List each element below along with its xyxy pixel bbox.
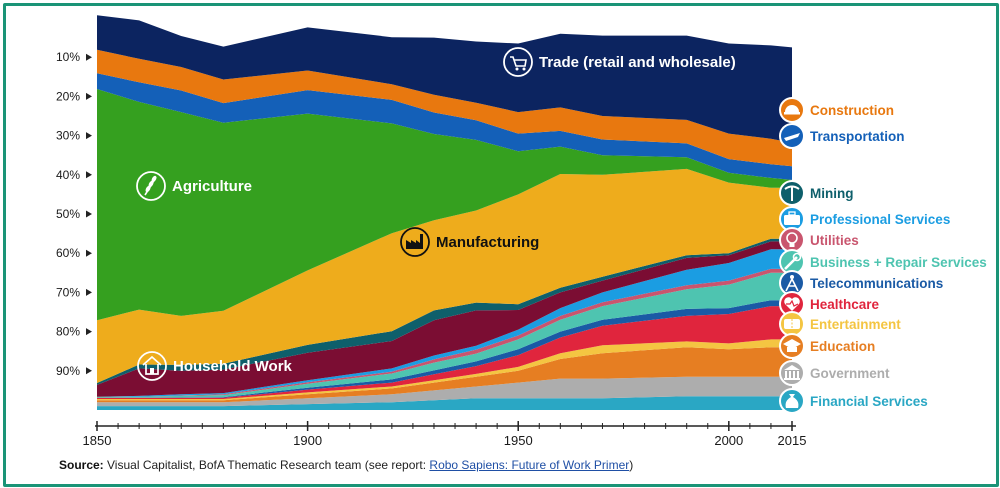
y-tick-arrow (86, 210, 92, 218)
money-bag-icon (779, 388, 805, 414)
legend-item-mining: Mining (779, 180, 854, 206)
y-tick-label-10: 10% (56, 50, 80, 64)
legend-label-telecommunications: Telecommunications (810, 276, 943, 291)
factory-icon (400, 227, 430, 257)
x-tick-label-1900: 1900 (293, 433, 322, 448)
legend-label-business-repair-services: Business + Repair Services (810, 255, 987, 270)
label-manufacturing: Manufacturing (400, 227, 539, 257)
legend-label-healthcare: Healthcare (810, 297, 880, 312)
y-tick-label-50: 50% (56, 207, 80, 221)
y-tick-label-90: 90% (56, 364, 80, 378)
legend-label-entertainment: Entertainment (810, 317, 901, 332)
area-mining (97, 238, 792, 385)
legend-label-transportation: Transportation (810, 129, 905, 144)
label-trade-text: Trade (retail and wholesale) (539, 54, 736, 71)
cart-icon (503, 47, 533, 77)
stacked-area-chart: 1850 1900 1950 2000 2015 10% 20% 30% 40% 50% 60% 70… (56, 15, 987, 448)
area-trade-retail-and-wholesale (97, 15, 792, 143)
area-healthcare (97, 306, 792, 399)
y-tick-arrow (86, 53, 92, 61)
y-tick-arrow (86, 288, 92, 296)
area-manufacturing (97, 168, 792, 383)
label-agriculture-text: Agriculture (172, 178, 252, 195)
legend-item-business-repair-services: Business + Repair Services (779, 249, 987, 275)
y-tick-arrow (86, 92, 92, 100)
y-tick-label-20: 20% (56, 89, 80, 103)
y-tick-arrow (86, 328, 92, 336)
area-utilities (97, 268, 792, 397)
legend-item-entertainment: Entertainment (779, 311, 901, 337)
y-tick-arrow (86, 367, 92, 375)
legend-item-utilities: Utilities (779, 227, 859, 253)
graduation-cap-icon (779, 333, 805, 359)
y-tick-label-70: 70% (56, 285, 80, 299)
source-note: Source: Visual Capitalist, BofA Thematic… (59, 458, 633, 472)
hardhat-icon (779, 97, 805, 123)
area-agriculture (97, 89, 792, 321)
area-government (97, 376, 792, 407)
area-telecommunications (97, 300, 792, 398)
area-education (97, 347, 792, 403)
pickaxe-icon (779, 180, 805, 206)
source-suffix: ) (629, 458, 634, 472)
legend-label-construction: Construction (810, 103, 894, 118)
y-tick-arrow (86, 132, 92, 140)
label-agriculture: Agriculture (136, 171, 252, 201)
legend-item-construction: Construction (779, 97, 894, 123)
area-professional-services (97, 249, 792, 397)
area-construction (97, 49, 792, 167)
wheat-icon (136, 171, 166, 201)
y-tick-label-30: 30% (56, 129, 80, 143)
legend-label-financial-services: Financial Services (810, 394, 928, 409)
label-household-text: Household Work (173, 358, 293, 375)
area-transportation (97, 73, 792, 180)
label-trade: Trade (retail and wholesale) (503, 47, 736, 77)
y-tick-label-40: 40% (56, 168, 80, 182)
ticket-icon (779, 311, 805, 337)
chart-frame: 1850 1900 1950 2000 2015 10% 20% 30% 40% 50% 60% 70… (3, 3, 999, 487)
area-financial-services (97, 396, 792, 410)
plane-icon (779, 123, 805, 149)
area-entertainment (97, 339, 792, 401)
x-tick-label-2000: 2000 (714, 433, 743, 448)
capitol-icon (779, 360, 805, 386)
legend-label-mining: Mining (810, 186, 854, 201)
antenna-icon (779, 270, 805, 296)
legend-item-professional-services: Professional Services (779, 206, 950, 232)
x-tick-label-2015: 2015 (778, 433, 807, 448)
legend-item-government: Government (779, 360, 890, 386)
source-text: Visual Capitalist, BofA Thematic Researc… (103, 458, 430, 472)
lightbulb-icon (779, 227, 805, 253)
y-tick-label-80: 80% (56, 325, 80, 339)
label-manufacturing-text: Manufacturing (436, 234, 539, 251)
source-report-link[interactable]: Robo Sapiens: Future of Work Primer (429, 458, 630, 472)
legend-label-professional-services: Professional Services (810, 212, 950, 227)
legend-item-education: Education (779, 333, 875, 359)
x-tick-label-1850: 1850 (83, 433, 112, 448)
area-business-repair-services (97, 272, 792, 398)
x-tick-label-1950: 1950 (504, 433, 533, 448)
y-tick-arrow (86, 171, 92, 179)
legend-label-utilities: Utilities (810, 233, 859, 248)
house-icon (137, 351, 167, 381)
legend-item-financial-services: Financial Services (779, 388, 928, 414)
legend-item-transportation: Transportation (779, 123, 905, 149)
legend-label-education: Education (810, 339, 875, 354)
label-household: Household Work (137, 351, 293, 381)
legend-label-government: Government (810, 366, 890, 381)
area-household-work (97, 241, 792, 397)
legend-item-telecommunications: Telecommunications (779, 270, 943, 296)
y-tick-arrow (86, 249, 92, 257)
source-prefix: Source: (59, 458, 104, 472)
y-tick-label-60: 60% (56, 246, 80, 260)
